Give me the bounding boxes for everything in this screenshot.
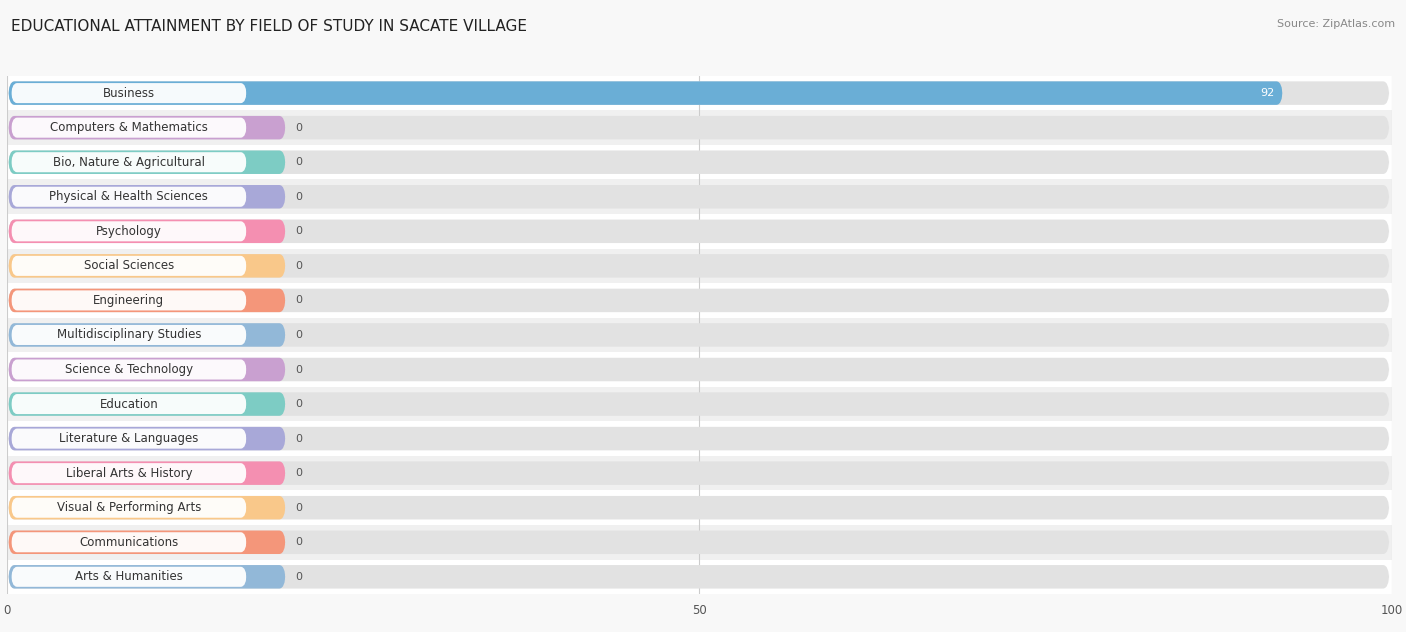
FancyBboxPatch shape — [8, 358, 285, 381]
FancyBboxPatch shape — [11, 221, 246, 241]
FancyBboxPatch shape — [8, 116, 1389, 140]
FancyBboxPatch shape — [8, 496, 285, 520]
Text: EDUCATIONAL ATTAINMENT BY FIELD OF STUDY IN SACATE VILLAGE: EDUCATIONAL ATTAINMENT BY FIELD OF STUDY… — [11, 19, 527, 34]
Text: Business: Business — [103, 87, 155, 100]
FancyBboxPatch shape — [11, 290, 246, 310]
Text: Liberal Arts & History: Liberal Arts & History — [66, 466, 193, 480]
Bar — [7, 456, 1392, 490]
FancyBboxPatch shape — [8, 358, 1389, 381]
Text: Social Sciences: Social Sciences — [84, 259, 174, 272]
Bar — [7, 525, 1392, 559]
Text: Literature & Languages: Literature & Languages — [59, 432, 198, 445]
Bar — [7, 422, 1392, 456]
FancyBboxPatch shape — [8, 427, 285, 451]
Text: 92: 92 — [1260, 88, 1274, 98]
Text: Multidisciplinary Studies: Multidisciplinary Studies — [56, 329, 201, 341]
Text: Education: Education — [100, 398, 159, 411]
FancyBboxPatch shape — [11, 497, 246, 518]
Text: Visual & Performing Arts: Visual & Performing Arts — [56, 501, 201, 514]
FancyBboxPatch shape — [8, 392, 285, 416]
Bar — [7, 283, 1392, 318]
FancyBboxPatch shape — [11, 256, 246, 276]
Text: 0: 0 — [295, 261, 302, 271]
FancyBboxPatch shape — [11, 118, 246, 138]
FancyBboxPatch shape — [8, 82, 1282, 105]
Bar — [7, 179, 1392, 214]
Text: Source: ZipAtlas.com: Source: ZipAtlas.com — [1277, 19, 1395, 29]
FancyBboxPatch shape — [8, 565, 285, 588]
Bar — [7, 76, 1392, 111]
FancyBboxPatch shape — [8, 185, 1389, 209]
Bar — [7, 387, 1392, 422]
Text: 0: 0 — [295, 572, 302, 582]
Text: 0: 0 — [295, 123, 302, 133]
Text: 0: 0 — [295, 399, 302, 409]
FancyBboxPatch shape — [8, 323, 285, 347]
Text: Physical & Health Sciences: Physical & Health Sciences — [49, 190, 208, 204]
FancyBboxPatch shape — [8, 254, 285, 277]
Text: Engineering: Engineering — [93, 294, 165, 307]
FancyBboxPatch shape — [8, 496, 1389, 520]
FancyBboxPatch shape — [8, 530, 285, 554]
Bar — [7, 559, 1392, 594]
FancyBboxPatch shape — [8, 150, 285, 174]
FancyBboxPatch shape — [11, 325, 246, 345]
Text: 0: 0 — [295, 434, 302, 444]
Text: 0: 0 — [295, 330, 302, 340]
Text: 0: 0 — [295, 226, 302, 236]
FancyBboxPatch shape — [8, 116, 285, 140]
Bar — [7, 111, 1392, 145]
Text: 0: 0 — [295, 365, 302, 375]
Text: Psychology: Psychology — [96, 225, 162, 238]
Text: 0: 0 — [295, 295, 302, 305]
Text: Computers & Mathematics: Computers & Mathematics — [51, 121, 208, 134]
Text: 0: 0 — [295, 157, 302, 167]
FancyBboxPatch shape — [11, 463, 246, 483]
FancyBboxPatch shape — [11, 394, 246, 414]
Text: 0: 0 — [295, 468, 302, 478]
FancyBboxPatch shape — [8, 392, 1389, 416]
FancyBboxPatch shape — [8, 219, 1389, 243]
Bar — [7, 248, 1392, 283]
FancyBboxPatch shape — [8, 461, 1389, 485]
FancyBboxPatch shape — [11, 152, 246, 173]
Bar — [7, 214, 1392, 248]
FancyBboxPatch shape — [8, 254, 1389, 277]
FancyBboxPatch shape — [8, 289, 1389, 312]
Text: Arts & Humanities: Arts & Humanities — [75, 570, 183, 583]
FancyBboxPatch shape — [8, 219, 285, 243]
Text: Bio, Nature & Agricultural: Bio, Nature & Agricultural — [53, 155, 205, 169]
Text: Science & Technology: Science & Technology — [65, 363, 193, 376]
FancyBboxPatch shape — [8, 565, 1389, 588]
FancyBboxPatch shape — [11, 360, 246, 380]
Bar — [7, 352, 1392, 387]
Text: 0: 0 — [295, 502, 302, 513]
FancyBboxPatch shape — [8, 427, 1389, 451]
Text: 0: 0 — [295, 191, 302, 202]
Text: 0: 0 — [295, 537, 302, 547]
FancyBboxPatch shape — [8, 82, 1389, 105]
FancyBboxPatch shape — [11, 186, 246, 207]
FancyBboxPatch shape — [8, 185, 285, 209]
FancyBboxPatch shape — [11, 567, 246, 587]
FancyBboxPatch shape — [8, 530, 1389, 554]
FancyBboxPatch shape — [11, 83, 246, 103]
Bar — [7, 318, 1392, 352]
FancyBboxPatch shape — [8, 461, 285, 485]
FancyBboxPatch shape — [8, 150, 1389, 174]
FancyBboxPatch shape — [8, 289, 285, 312]
Text: Communications: Communications — [79, 536, 179, 549]
Bar — [7, 490, 1392, 525]
Bar — [7, 145, 1392, 179]
FancyBboxPatch shape — [11, 428, 246, 449]
FancyBboxPatch shape — [11, 532, 246, 552]
FancyBboxPatch shape — [8, 323, 1389, 347]
